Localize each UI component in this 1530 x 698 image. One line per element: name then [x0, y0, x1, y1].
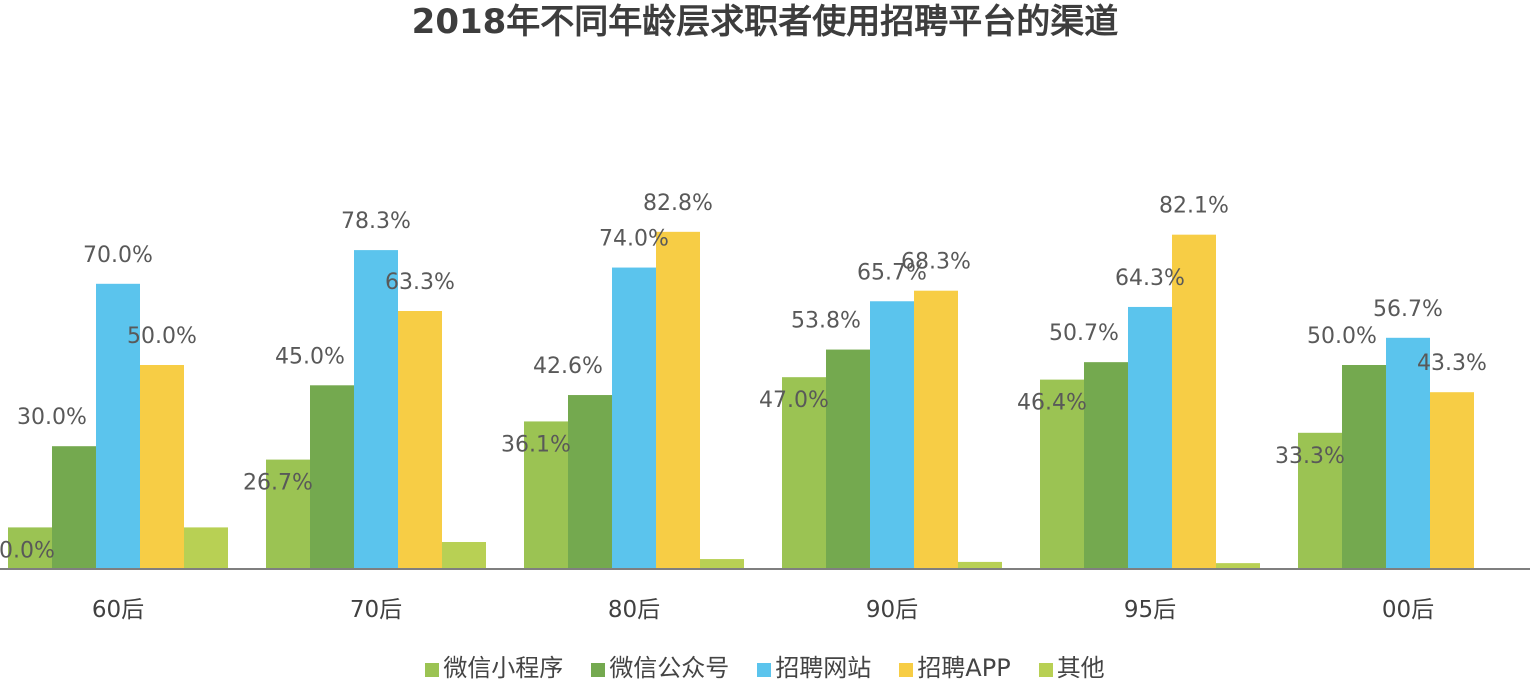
bar-3-5: [1128, 306, 1172, 568]
bar-1-2: [266, 459, 310, 568]
data-label: 50.0%: [127, 324, 197, 349]
legend-swatch: [757, 663, 772, 677]
bar-1-5: [1040, 379, 1084, 568]
data-label: 36.1%: [501, 432, 571, 457]
data-label: 82.1%: [1159, 194, 1229, 219]
bar-5-3: [700, 559, 744, 568]
bar-3-4: [870, 301, 914, 568]
bar-2-4: [826, 349, 870, 568]
data-label: 53.8%: [791, 309, 861, 334]
x-tick-label: 80后: [608, 597, 660, 623]
data-label: 74.0%: [599, 227, 669, 252]
legend-swatch: [591, 663, 606, 677]
x-tick-label: 90后: [866, 597, 918, 623]
legend-label: 招聘APP: [917, 654, 1011, 682]
legend-item: 招聘APP: [899, 650, 1011, 686]
bar-1-1: [8, 527, 52, 568]
legend-item: 招聘网站: [757, 650, 871, 686]
bar-5-2: [442, 542, 486, 568]
data-label: 50.7%: [1049, 321, 1119, 346]
legend-label: 招聘网站: [775, 654, 872, 682]
bar-5-5: [1216, 563, 1260, 568]
legend: 微信小程序 微信公众号 招聘网站 招聘APP 其他: [0, 650, 1530, 686]
bar-3-3: [612, 267, 656, 568]
bar-1-4: [782, 377, 826, 568]
legend-label: 微信公众号: [609, 654, 730, 682]
chart-title: 2018年不同年龄层求职者使用招聘平台的渠道: [411, 2, 1119, 42]
data-label: 42.6%: [533, 354, 603, 379]
data-label: 46.4%: [1017, 391, 1087, 416]
bars-layer: [8, 231, 1474, 569]
legend-swatch: [1038, 663, 1053, 677]
bar-3-1: [96, 283, 140, 568]
bar-2-6: [1342, 365, 1386, 568]
bar-5-4: [958, 561, 1002, 568]
x-tick-label: 95后: [1124, 597, 1176, 623]
bar-4-2: [398, 311, 442, 568]
legend-label: 微信小程序: [443, 654, 564, 682]
data-label: 45.0%: [275, 344, 345, 369]
x-tick-labels-layer: 60后 70后 80后 90后 95后 00后: [92, 597, 1434, 623]
data-label: 43.3%: [1417, 351, 1487, 376]
legend-swatch: [899, 663, 914, 677]
data-label: 78.3%: [341, 209, 411, 234]
x-tick-label: 60后: [92, 597, 144, 623]
bar-4-1: [140, 365, 184, 568]
data-label: 56.7%: [1373, 297, 1443, 322]
bar-2-3: [568, 395, 612, 568]
bar-2-2: [310, 385, 354, 568]
bar-4-6: [1430, 392, 1474, 568]
data-labels-layer: 10.0% 30.0% 70.0% 50.0% 26.7% 45.0% 78.3% 63.3%…: [0, 191, 1487, 564]
data-label: 68.3%: [901, 250, 971, 275]
bar-3-6: [1386, 337, 1430, 568]
bar-1-3: [524, 421, 568, 568]
data-label: 26.7%: [243, 471, 313, 496]
data-label: 82.8%: [643, 191, 713, 216]
data-label: 30.0%: [17, 405, 87, 430]
legend-item: 其他: [1038, 650, 1105, 686]
data-label: 64.3%: [1115, 266, 1185, 291]
x-tick-label: 00后: [1382, 597, 1434, 623]
bar-1-6: [1298, 432, 1342, 568]
legend-item: 微信小程序: [425, 650, 563, 686]
data-label: 65.7%: [857, 260, 927, 285]
data-label: 47.0%: [759, 388, 829, 413]
legend-label: 其他: [1056, 654, 1105, 682]
data-label: 33.3%: [1275, 444, 1345, 469]
data-label: 63.3%: [385, 270, 455, 295]
x-tick-label: 70后: [350, 597, 402, 623]
bar-4-4: [914, 290, 958, 568]
data-label: 10.0%: [0, 538, 55, 563]
bar-3-2: [354, 250, 398, 569]
bar-5-1: [184, 527, 228, 568]
legend-item: 微信公众号: [591, 650, 729, 686]
data-label: 50.0%: [1307, 324, 1377, 349]
bar-2-1: [52, 446, 96, 568]
legend-swatch: [425, 663, 440, 677]
bar-4-3: [656, 231, 700, 568]
bar-4-5: [1172, 234, 1216, 568]
data-label: 70.0%: [83, 243, 153, 268]
bar-2-5: [1084, 362, 1128, 568]
